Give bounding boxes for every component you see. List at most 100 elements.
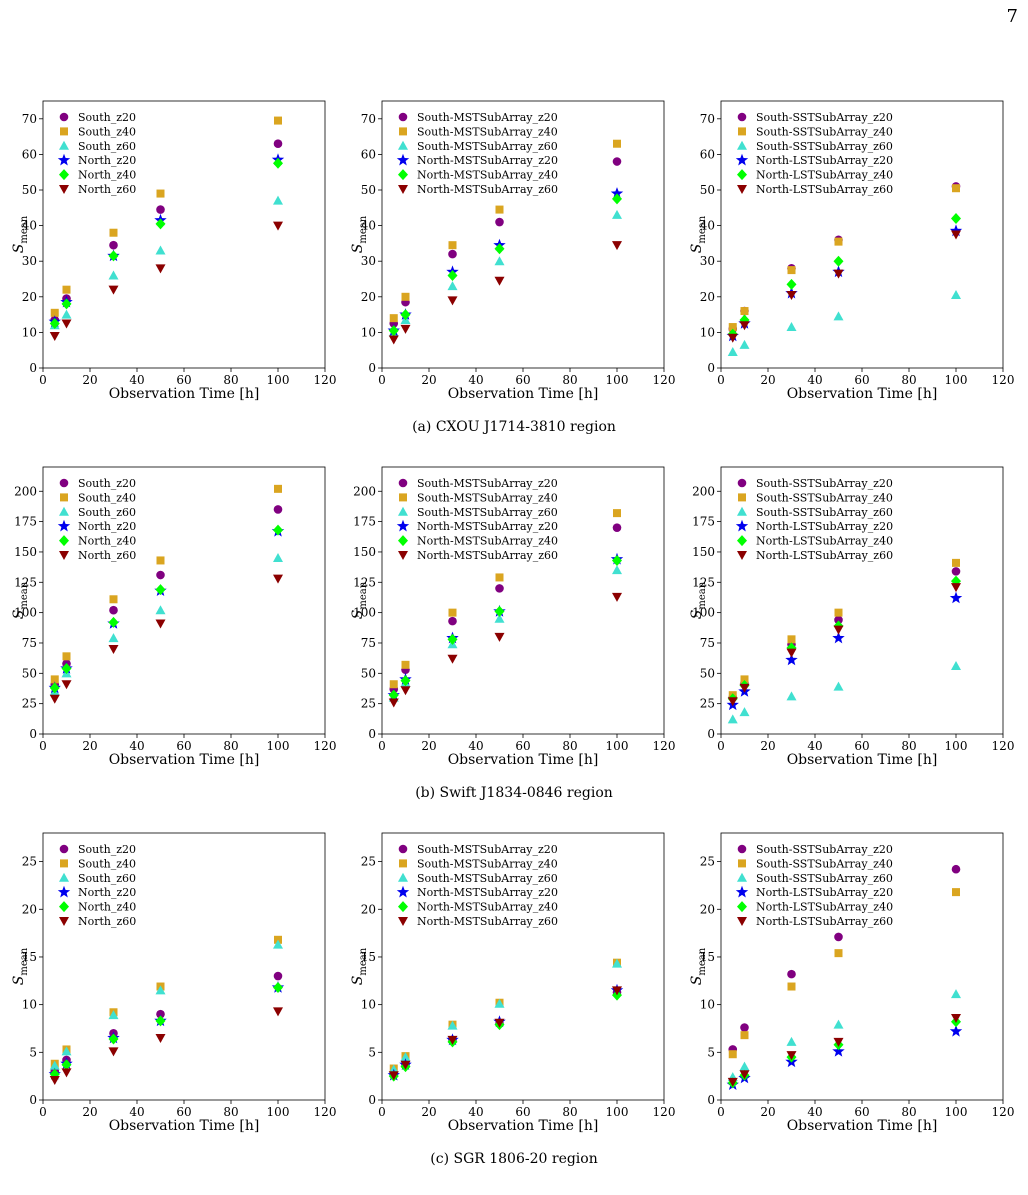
data-point xyxy=(951,864,961,874)
data-point xyxy=(447,269,458,281)
data-point xyxy=(273,195,283,205)
legend-label: North-LSTSubArray_z20 xyxy=(756,520,893,533)
data-point xyxy=(834,615,843,625)
y-tick-label: 15 xyxy=(22,950,37,964)
y-tick-label: 60 xyxy=(700,147,715,161)
legend-marker xyxy=(735,519,749,532)
data-point xyxy=(834,932,843,942)
data-point xyxy=(447,654,458,664)
legend-label: North-LSTSubArray_z20 xyxy=(756,886,893,899)
legend-label: North_z40 xyxy=(78,901,136,914)
x-tick-label: 80 xyxy=(562,1105,577,1119)
legend-marker xyxy=(396,153,410,166)
y-tick-label: 175 xyxy=(353,515,376,529)
x-tick-label: 80 xyxy=(562,739,577,753)
data-point xyxy=(108,270,119,280)
x-tick-label: 120 xyxy=(314,373,337,387)
data-point xyxy=(612,986,622,996)
legend-label: South-MSTSubArray_z60 xyxy=(417,140,558,153)
y-axis-label: Smean xyxy=(11,947,30,985)
legend-marker xyxy=(59,872,69,882)
x-tick-label: 60 xyxy=(515,1105,530,1119)
data-point xyxy=(951,290,961,300)
x-tick-label: 80 xyxy=(901,373,916,387)
legend-label: North_z20 xyxy=(78,520,136,533)
data-point xyxy=(787,266,796,275)
chart-panel-5: 0 20 40 60 80 100 120 0 25 50 75 100 125 150 175 200 Obs… xyxy=(350,466,675,768)
data-point xyxy=(273,505,283,514)
data-point xyxy=(612,592,622,602)
data-point xyxy=(612,193,622,205)
x-axis-label: Observation Time [h] xyxy=(448,1118,599,1134)
legend-marker xyxy=(398,551,408,560)
data-point xyxy=(155,619,166,629)
x-tick-label: 80 xyxy=(223,739,238,753)
data-point xyxy=(400,675,411,687)
data-point xyxy=(951,1013,961,1023)
x-tick-label: 120 xyxy=(314,1105,337,1119)
x-tick-label: 80 xyxy=(562,373,577,387)
data-point xyxy=(494,276,505,286)
y-tick-label: 30 xyxy=(700,254,715,268)
y-tick-label: 70 xyxy=(22,112,37,126)
legend-marker xyxy=(738,127,746,136)
x-tick-label: 0 xyxy=(717,1105,725,1119)
data-point xyxy=(155,985,166,995)
y-tick-label: 5 xyxy=(29,1045,37,1059)
y-tick-label: 30 xyxy=(361,254,376,268)
data-point xyxy=(739,339,750,349)
legend-label: South_z20 xyxy=(78,477,136,490)
data-point xyxy=(61,319,72,329)
chart-panel-4: 0 20 40 60 80 100 120 0 25 50 75 100 125 150 175 200 Obs… xyxy=(11,466,336,768)
y-tick-label: 100 xyxy=(14,606,37,620)
legend-marker xyxy=(398,112,408,122)
y-tick-label: 125 xyxy=(14,575,37,589)
data-point xyxy=(401,660,410,669)
y-tick-label: 100 xyxy=(692,606,715,620)
x-tick-label: 40 xyxy=(129,739,144,753)
data-point xyxy=(274,116,282,125)
legend-marker xyxy=(737,140,747,150)
y-tick-label: 15 xyxy=(700,950,715,964)
data-point xyxy=(273,971,283,981)
data-point xyxy=(388,698,399,708)
data-point xyxy=(447,1020,458,1030)
x-tick-label: 40 xyxy=(807,739,822,753)
x-tick-label: 80 xyxy=(223,1105,238,1119)
legend-label: South-SSTSubArray_z60 xyxy=(756,506,893,519)
y-tick-label: 0 xyxy=(368,361,376,375)
data-point xyxy=(495,584,504,593)
legend-label: North-LSTSubArray_z20 xyxy=(756,154,893,167)
data-point xyxy=(273,553,283,563)
data-point xyxy=(833,255,844,267)
y-tick-label: 10 xyxy=(361,325,376,339)
y-tick-label: 150 xyxy=(692,545,715,559)
data-point xyxy=(61,1046,72,1056)
x-tick-label: 20 xyxy=(421,739,436,753)
y-tick-label: 40 xyxy=(700,219,715,233)
data-point xyxy=(786,1051,797,1061)
y-tick-label: 75 xyxy=(700,636,715,650)
x-axis-label: Observation Time [h] xyxy=(109,752,260,768)
y-tick-label: 0 xyxy=(29,727,37,741)
y-axis-label: Smean xyxy=(689,215,708,253)
legend-label: South-SSTSubArray_z40 xyxy=(756,491,893,504)
x-tick-label: 60 xyxy=(854,373,869,387)
y-tick-label: 20 xyxy=(361,290,376,304)
data-point xyxy=(108,645,119,655)
data-point xyxy=(785,653,798,666)
legend-label: North-MSTSubArray_z60 xyxy=(417,549,558,562)
x-tick-label: 20 xyxy=(421,1105,436,1119)
data-point xyxy=(494,998,505,1008)
y-tick-label: 25 xyxy=(700,855,715,869)
data-point xyxy=(833,625,844,635)
data-point xyxy=(495,205,504,214)
legend-label: North_z40 xyxy=(78,535,136,548)
legend-label: North-LSTSubArray_z60 xyxy=(756,915,893,928)
legend-label: North_z60 xyxy=(78,549,136,562)
data-point xyxy=(727,697,738,707)
y-tick-label: 200 xyxy=(692,484,715,498)
data-point xyxy=(834,949,843,958)
legend-label: North-LSTSubArray_z40 xyxy=(756,169,893,182)
x-tick-label: 20 xyxy=(760,373,775,387)
